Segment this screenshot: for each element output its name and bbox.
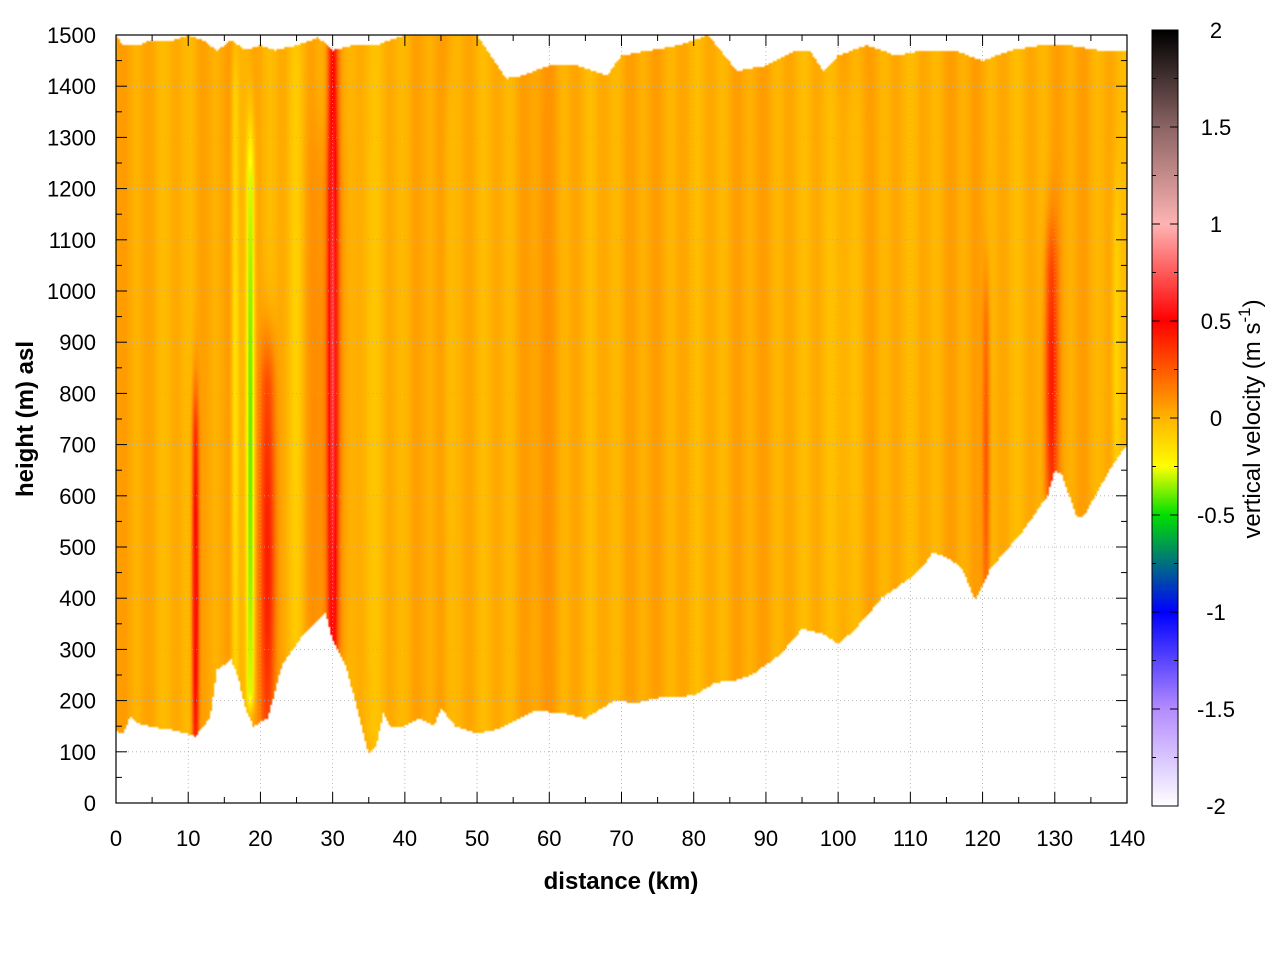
colorbar-title-superscript: -1 (1235, 307, 1254, 322)
colorbar-ticks (1152, 29, 1178, 807)
y-tick-label: 700 (59, 433, 96, 458)
y-tick-label: 1100 (49, 228, 96, 253)
colorbar-title-end: ) (1239, 299, 1266, 307)
colorbar-title-main: vertical velocity (m s (1239, 323, 1266, 539)
colorbar-tick-label: -1.5 (1197, 697, 1235, 722)
y-axis-title: height (m) asl (12, 341, 39, 497)
x-tick-label: 30 (320, 826, 344, 851)
x-axis-title: distance (km) (544, 868, 699, 895)
y-tick-label: 200 (59, 689, 96, 714)
y-tick-label: 0 (84, 791, 96, 816)
x-tick-label: 100 (820, 826, 857, 851)
colorbar-tick-label: 0.5 (1201, 309, 1232, 334)
x-tick-label: 70 (609, 826, 633, 851)
colorbar-tick-label: -1 (1206, 600, 1226, 625)
x-tick-label: 60 (537, 826, 561, 851)
x-tick-label: 140 (1109, 826, 1146, 851)
x-tick-label: 130 (1036, 826, 1073, 851)
x-tick-label: 110 (893, 826, 928, 851)
y-tick-label: 300 (59, 637, 96, 662)
x-tick-label: 20 (248, 826, 272, 851)
x-tick-label: 120 (964, 826, 1001, 851)
colorbar-tick-label: -2 (1206, 794, 1226, 819)
y-tick-label: 800 (59, 381, 96, 406)
colorbar-tick-label: 1 (1210, 212, 1222, 237)
y-tick-label: 1300 (47, 125, 96, 150)
grid (116, 35, 1127, 803)
axis-ticks (115, 34, 1128, 804)
colorbar-tick-label: 2 (1210, 18, 1222, 43)
colorbar-tick-label: 1.5 (1201, 115, 1232, 140)
y-tick-label: 900 (59, 330, 96, 355)
y-tick-label: 600 (59, 484, 96, 509)
x-tick-label: 10 (176, 826, 200, 851)
colorbar-tick-label: 0 (1210, 406, 1222, 431)
y-tick-label: 1500 (47, 23, 96, 48)
y-tick-label: 100 (59, 740, 96, 765)
y-tick-label: 1400 (47, 74, 96, 99)
colorbar-tick-label: -0.5 (1197, 503, 1235, 528)
x-tick-label: 40 (393, 826, 417, 851)
y-tick-label: 500 (59, 535, 96, 560)
y-tick-label: 400 (59, 586, 96, 611)
y-tick-label: 1200 (47, 177, 96, 202)
y-tick-label: 1000 (47, 279, 96, 304)
colorbar (1151, 29, 1179, 807)
x-tick-label: 80 (681, 826, 705, 851)
x-tick-label: 90 (754, 826, 778, 851)
colorbar-title: vertical velocity (m s-1) (1235, 299, 1266, 538)
x-tick-label: 0 (110, 826, 122, 851)
x-tick-label: 50 (465, 826, 489, 851)
